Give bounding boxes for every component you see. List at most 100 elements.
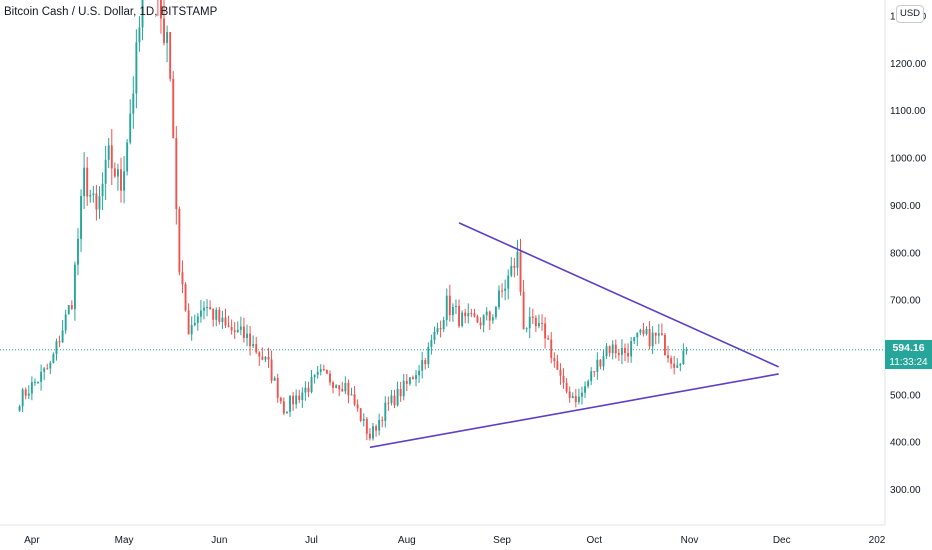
candle: [116, 163, 119, 191]
candle-body: [282, 401, 285, 414]
candle-body: [338, 385, 341, 390]
candle-body: [415, 375, 417, 380]
candle-body: [663, 334, 666, 356]
candle: [172, 71, 175, 139]
candle: [479, 317, 482, 330]
candle: [657, 323, 660, 344]
candle: [577, 388, 580, 405]
candle-body: [218, 309, 221, 323]
candle-body: [138, 27, 141, 43]
candle: [504, 279, 507, 301]
candle-body: [221, 317, 224, 323]
candle-body: [513, 265, 516, 268]
candle-body: [501, 290, 504, 292]
candle-body: [507, 275, 510, 289]
candle: [310, 369, 313, 394]
candle-body: [313, 374, 316, 378]
candle-body: [436, 328, 439, 332]
candle: [175, 126, 178, 225]
candle-body: [504, 288, 507, 291]
x-tick-label: Apr: [24, 535, 40, 546]
candle: [40, 364, 43, 391]
candle: [46, 363, 49, 370]
candle-body: [427, 346, 430, 365]
candle: [562, 368, 565, 389]
bar-countdown-label: 11:33:24: [885, 356, 932, 369]
candle-body: [273, 377, 276, 381]
candle-body: [624, 348, 626, 353]
candle: [436, 322, 439, 335]
candle-body: [633, 337, 636, 342]
candle-body: [479, 322, 482, 326]
chart-title: Bitcoin Cash / U.S. Dollar, 1D, BITSTAMP: [4, 6, 218, 18]
candle: [163, 0, 165, 46]
candle: [301, 387, 304, 409]
candle: [329, 370, 331, 386]
candle: [516, 239, 519, 276]
candle-body: [602, 356, 605, 367]
candle-body: [405, 381, 408, 384]
candle: [77, 228, 79, 276]
candle: [86, 156, 89, 206]
candle-body: [193, 322, 196, 326]
candle-body: [657, 333, 660, 336]
candle: [611, 340, 614, 360]
candle-body: [55, 341, 58, 355]
candle: [316, 366, 319, 379]
candle-body: [620, 348, 623, 355]
candle-body: [648, 328, 651, 347]
candle: [608, 345, 611, 357]
candle: [193, 314, 196, 327]
candle-body: [525, 328, 528, 330]
candle-body: [424, 360, 427, 365]
candle: [101, 172, 104, 211]
candle: [424, 358, 427, 370]
candle-body: [396, 389, 399, 406]
candle-body: [233, 330, 236, 332]
candle: [645, 326, 648, 336]
candle-body: [212, 308, 215, 320]
candle: [559, 363, 562, 385]
candle-body: [332, 382, 335, 388]
candle-body: [304, 387, 307, 393]
candle: [110, 129, 113, 185]
candle: [411, 375, 414, 380]
candle: [270, 350, 273, 384]
candle-body: [375, 426, 378, 431]
candle-body: [295, 395, 298, 405]
y-tick-label: 500.00: [890, 390, 921, 401]
candle: [455, 299, 457, 315]
y-tick-label: 1100.00: [890, 106, 926, 117]
candle-body: [617, 353, 620, 355]
candle-body: [587, 381, 590, 387]
candle-body: [264, 356, 267, 360]
candle-body: [120, 169, 122, 191]
candle-body: [550, 339, 553, 359]
candle-body: [519, 251, 522, 292]
candle-body: [224, 317, 227, 326]
candle-body: [101, 183, 104, 197]
candle: [55, 338, 58, 361]
candle: [30, 376, 33, 401]
candle: [184, 282, 187, 312]
candle: [353, 386, 356, 407]
candle-body: [473, 313, 476, 317]
candle: [279, 396, 282, 404]
candle: [648, 320, 651, 350]
candle: [565, 377, 568, 394]
x-tick-label: Nov: [681, 535, 699, 546]
candle-body: [107, 145, 110, 160]
candle-body: [92, 193, 95, 196]
candle: [255, 336, 258, 354]
candle: [221, 310, 224, 329]
candle: [448, 284, 451, 322]
candle-body: [169, 32, 172, 79]
candle-body: [541, 322, 543, 324]
candle: [58, 335, 61, 348]
candle: [627, 343, 630, 363]
candle: [252, 335, 255, 348]
candle-body: [104, 159, 107, 184]
currency-button[interactable]: USD: [896, 5, 924, 23]
candle: [433, 326, 436, 345]
